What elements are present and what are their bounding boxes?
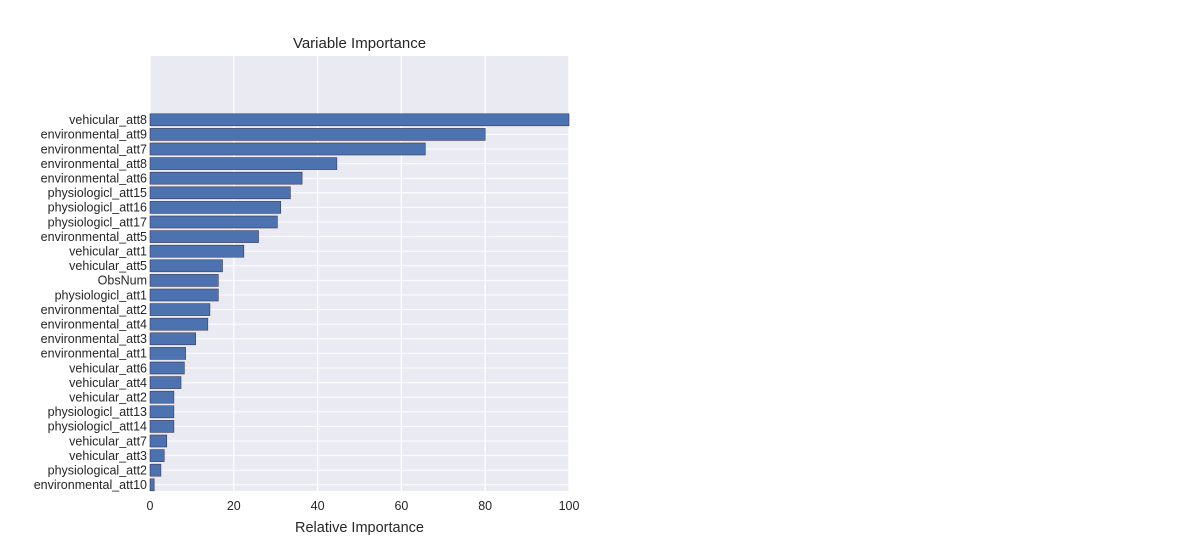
category-label: physiologicl_att16 bbox=[48, 201, 147, 215]
bar bbox=[149, 288, 219, 302]
category-label: physiologicl_att1 bbox=[55, 288, 147, 302]
chart-title: Variable Importance bbox=[293, 35, 426, 52]
category-label: physiological_att2 bbox=[48, 464, 147, 478]
x-tick-label: 40 bbox=[311, 499, 325, 513]
bar bbox=[149, 142, 426, 156]
bars bbox=[149, 113, 570, 492]
category-label: environmental_att6 bbox=[41, 172, 147, 186]
bar bbox=[149, 449, 165, 462]
bar bbox=[149, 186, 291, 200]
category-label: vehicular_att8 bbox=[69, 113, 147, 127]
category-label: environmental_att10 bbox=[34, 478, 147, 492]
category-label: vehicular_att5 bbox=[69, 259, 147, 273]
bar bbox=[149, 317, 209, 331]
bar bbox=[149, 274, 219, 287]
category-label: vehicular_att2 bbox=[69, 391, 147, 405]
bar bbox=[149, 434, 168, 448]
x-tick-label: 80 bbox=[478, 499, 492, 513]
bar bbox=[149, 463, 162, 477]
category-label: environmental_att8 bbox=[41, 157, 147, 171]
category-labels: vehicular_att8environmental_att9environm… bbox=[34, 113, 147, 492]
category-label: vehicular_att1 bbox=[69, 245, 147, 259]
category-label: environmental_att9 bbox=[41, 128, 147, 142]
category-label: vehicular_att4 bbox=[69, 376, 147, 390]
category-label: physiologicl_att15 bbox=[48, 186, 147, 200]
category-label: environmental_att4 bbox=[41, 318, 147, 332]
x-tick-label: 100 bbox=[559, 499, 580, 513]
category-label: environmental_att3 bbox=[41, 332, 147, 346]
bar bbox=[149, 347, 186, 360]
bar bbox=[149, 361, 185, 375]
bar bbox=[149, 113, 570, 127]
category-label: vehicular_att3 bbox=[69, 449, 147, 463]
category-label: vehicular_att7 bbox=[69, 434, 147, 448]
category-label: physiologicl_att14 bbox=[48, 420, 147, 434]
category-label: environmental_att1 bbox=[41, 347, 147, 361]
bar bbox=[149, 478, 155, 492]
bar bbox=[149, 128, 486, 141]
category-label: vehicular_att6 bbox=[69, 361, 147, 375]
category-label: environmental_att7 bbox=[41, 142, 147, 156]
category-label: physiologicl_att13 bbox=[48, 405, 147, 419]
bar bbox=[149, 215, 278, 229]
bar bbox=[149, 201, 282, 214]
bar bbox=[149, 420, 175, 433]
bar bbox=[149, 332, 196, 346]
bar bbox=[149, 157, 338, 170]
bar bbox=[149, 244, 245, 258]
bar bbox=[149, 303, 211, 316]
x-axis-title: Relative Importance bbox=[295, 520, 424, 536]
x-tick-labels: 0 20 40 60 80 100 bbox=[147, 499, 580, 513]
x-tick-label: 20 bbox=[227, 499, 241, 513]
category-label: environmental_att5 bbox=[41, 230, 147, 244]
x-tick-label: 60 bbox=[394, 499, 408, 513]
bar bbox=[149, 259, 223, 273]
bar bbox=[149, 230, 259, 243]
category-label: environmental_att2 bbox=[41, 303, 147, 317]
bar bbox=[149, 405, 175, 419]
x-tick-label: 0 bbox=[147, 499, 154, 513]
category-label: physiologicl_att17 bbox=[48, 215, 147, 229]
bar bbox=[149, 171, 303, 185]
bar bbox=[149, 390, 175, 404]
category-label: ObsNum bbox=[98, 274, 147, 288]
bar bbox=[149, 376, 182, 389]
